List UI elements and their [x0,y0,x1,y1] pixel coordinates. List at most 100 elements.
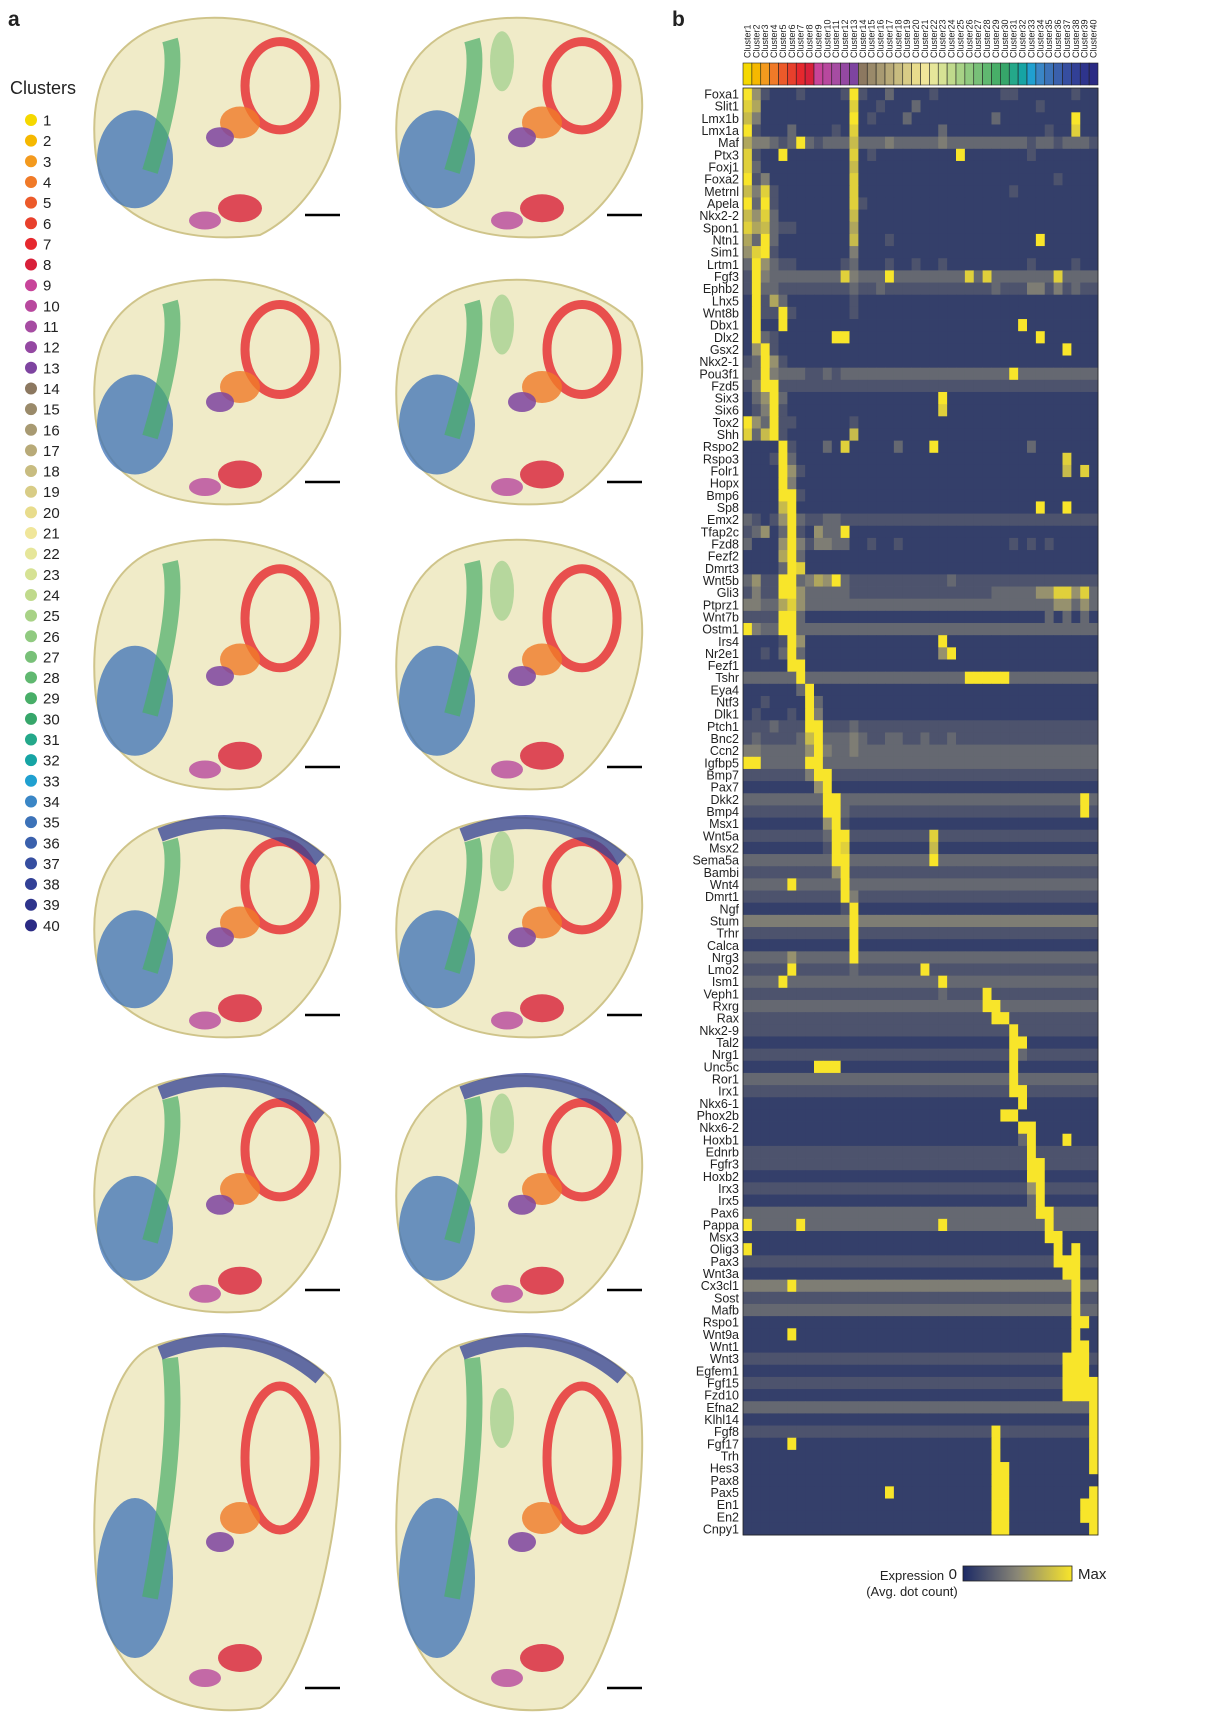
heatmap-cell [787,1316,796,1329]
heatmap-cell [770,1353,779,1366]
heatmap-cell [938,1511,947,1524]
heatmap-cell [1036,270,1045,283]
heatmap-cell [761,477,770,490]
heatmap-cell [814,1036,823,1049]
heatmap-cell [796,1328,805,1341]
heatmap-cell [850,842,859,855]
heatmap-cell [814,854,823,867]
heatmap-cell [867,1462,876,1475]
heatmap-cell [992,1280,1001,1293]
heatmap-cell [1089,1413,1098,1426]
heatmap-cell [1045,672,1054,685]
heatmap-cell [1045,526,1054,539]
heatmap-cell [814,757,823,770]
heatmap-cell [787,1170,796,1183]
heatmap-cell [1018,854,1027,867]
heatmap-cell [850,1097,859,1110]
heatmap-cell [1080,550,1089,563]
heatmap-cell [743,210,752,223]
heatmap-cell [787,927,796,940]
heatmap-cell [929,1024,938,1037]
heatmap-cell [779,1462,788,1475]
heatmap-cell [779,1012,788,1025]
heatmap-cell [974,538,983,551]
heatmap-cell [823,732,832,745]
heatmap-cell [1000,1085,1009,1098]
heatmap-cell [770,781,779,794]
heatmap-cell [1063,587,1072,600]
heatmap-cell [850,270,859,283]
heatmap-cell [885,939,894,952]
heatmap-cell [1000,1024,1009,1037]
heatmap-cell [1080,708,1089,721]
heatmap-cell [876,1243,885,1256]
heatmap-cell [992,1170,1001,1183]
heatmap-cell [1009,903,1018,916]
heatmap-cell [1063,392,1072,405]
tissue-region [206,392,234,412]
heatmap-cell [805,343,814,356]
heatmap-cell [965,185,974,198]
heatmap-cell [885,270,894,283]
heatmap-cell [1080,137,1089,150]
heatmap-cell [1089,927,1098,940]
heatmap-cell [858,1207,867,1220]
heatmap-cell [867,866,876,879]
heatmap-cell [1054,197,1063,210]
heatmap-cell [1089,672,1098,685]
heatmap-cell [885,1243,894,1256]
heatmap-cell [1071,818,1080,831]
heatmap-cell [1018,927,1027,940]
heatmap-cell [1027,562,1036,575]
heatmap-cell [1000,185,1009,198]
heatmap-cell [1036,732,1045,745]
heatmap-cell [832,939,841,952]
heatmap-cell [752,842,761,855]
tissue-region [491,1012,523,1030]
heatmap-cell [1018,1122,1027,1135]
heatmap-cell [841,100,850,113]
heatmap-cell [823,465,832,478]
heatmap-cell [965,1073,974,1086]
heatmap-cell [1063,939,1072,952]
heatmap-cell [912,1219,921,1232]
heatmap-cell [743,477,752,490]
heatmap-cell [876,380,885,393]
heatmap-cell [974,660,983,673]
heatmap-cell [1009,88,1018,101]
heatmap-cell [992,1377,1001,1390]
heatmap-cell [832,185,841,198]
heatmap-cell [974,489,983,502]
heatmap-cell [1071,1353,1080,1366]
heatmap-cell [823,137,832,150]
heatmap-cell [858,356,867,369]
legend-label: 29 [43,691,60,708]
heatmap-cell [752,331,761,344]
heatmap-cell [1018,356,1027,369]
heatmap-cell [912,1243,921,1256]
heatmap-cell [1027,574,1036,587]
heatmap-cell [929,635,938,648]
heatmap-cell [992,1061,1001,1074]
heatmap-cell [1036,1523,1045,1536]
heatmap-cell [1045,392,1054,405]
heatmap-cell [814,866,823,879]
heatmap-cell [885,842,894,855]
heatmap-cell [805,1389,814,1402]
heatmap-cell [903,1122,912,1135]
heatmap-cell [974,1243,983,1256]
heatmap-cell [787,270,796,283]
heatmap-cell [1045,939,1054,952]
heatmap-cell [929,927,938,940]
heatmap-cell [974,745,983,758]
heatmap-cell [912,392,921,405]
heatmap-cell [779,757,788,770]
heatmap-cell [752,1097,761,1110]
heatmap-cell [947,672,956,685]
heatmap-cell [983,465,992,478]
heatmap-cell [832,514,841,527]
heatmap-cell [858,283,867,296]
heatmap-cell [770,660,779,673]
legend-label: 16 [43,422,60,439]
heatmap-cell [1018,818,1027,831]
